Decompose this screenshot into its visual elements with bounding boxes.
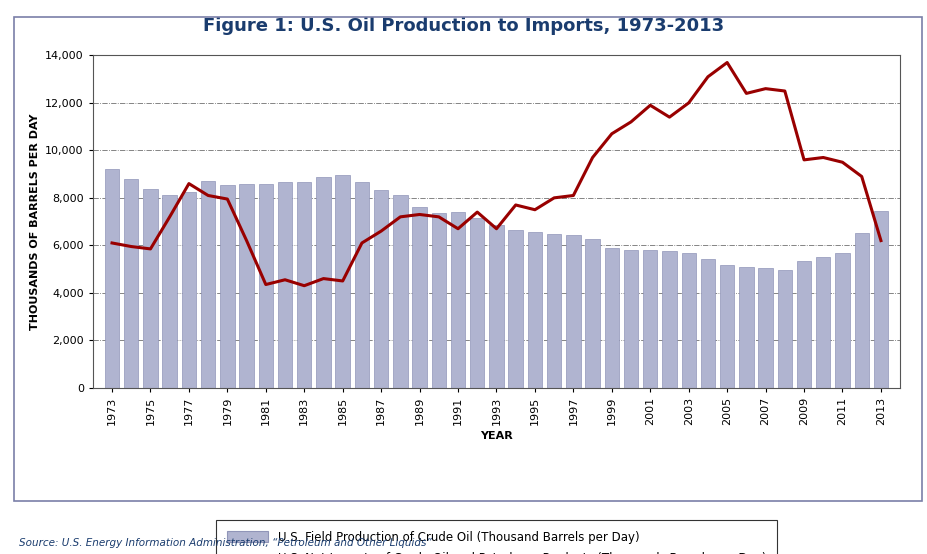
Bar (777, 270, 791, 388)
Text: Figure 1: U.S. Oil Production to Imports, 1973-2013: Figure 1: U.S. Oil Production to Imports… (203, 17, 724, 34)
Bar (162, 194, 177, 388)
Bar (354, 182, 369, 388)
Bar (527, 232, 541, 388)
Bar (451, 212, 464, 388)
Bar (124, 179, 138, 388)
Bar (431, 213, 446, 388)
Bar (662, 252, 676, 388)
Bar (642, 250, 656, 388)
Bar (316, 177, 330, 388)
Bar (239, 184, 253, 388)
Bar (796, 260, 810, 388)
Bar (412, 207, 426, 388)
Bar (277, 182, 292, 388)
Bar (393, 194, 407, 388)
Bar (739, 266, 753, 388)
Bar (220, 184, 235, 388)
Bar (854, 233, 868, 388)
Bar (623, 249, 638, 388)
Bar (700, 259, 715, 388)
Bar (508, 229, 522, 388)
Bar (719, 265, 733, 388)
Bar (374, 189, 387, 388)
Bar (297, 182, 311, 388)
Bar (585, 239, 599, 388)
X-axis label: YEAR: YEAR (479, 431, 513, 441)
Bar (604, 248, 618, 388)
Bar (815, 257, 830, 388)
Bar (834, 253, 849, 388)
Bar (873, 211, 887, 388)
Bar (201, 181, 215, 388)
Bar (105, 169, 119, 388)
Bar (546, 234, 561, 388)
Bar (757, 268, 772, 388)
Text: Source: U.S. Energy Information Administration, “Petroleum and Other Liquids”: Source: U.S. Energy Information Administ… (19, 538, 431, 548)
Bar (259, 184, 273, 388)
Bar (680, 253, 695, 388)
Bar (565, 234, 580, 388)
Bar (143, 189, 158, 388)
Legend: U.S. Field Production of Crude Oil (Thousand Barrels per Day), U.S. Net Imports : U.S. Field Production of Crude Oil (Thou… (216, 520, 776, 554)
Bar (182, 192, 196, 388)
Y-axis label: THOUSANDS OF BARRELS PER DAY: THOUSANDS OF BARRELS PER DAY (30, 114, 40, 330)
Bar (336, 175, 349, 388)
Bar (489, 225, 503, 388)
Bar (470, 218, 484, 388)
